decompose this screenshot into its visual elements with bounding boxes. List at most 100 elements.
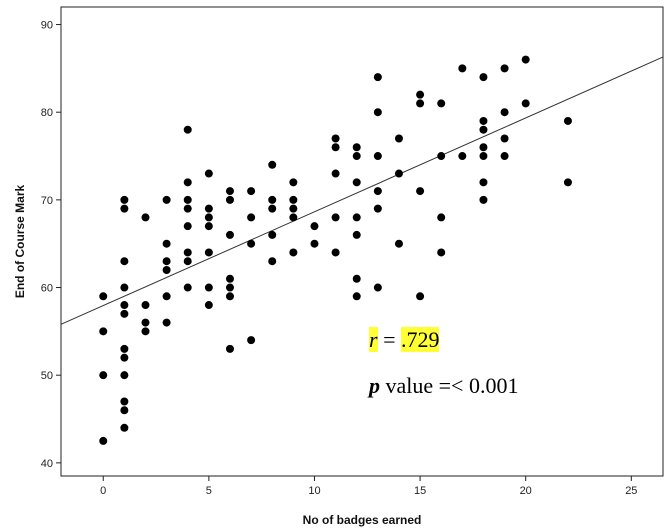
data-point (99, 436, 108, 445)
data-point (162, 292, 171, 301)
data-point (479, 125, 488, 134)
data-point (120, 309, 129, 318)
data-point (394, 169, 403, 178)
p-symbol: p (369, 373, 380, 398)
data-point (437, 248, 446, 257)
data-point (500, 134, 509, 143)
data-point (183, 178, 192, 187)
data-point (141, 327, 150, 336)
x-axis-title: No of badges earned (303, 513, 422, 527)
data-point (331, 248, 340, 257)
data-point (120, 301, 129, 310)
data-point (458, 152, 467, 161)
data-point (394, 134, 403, 143)
fit-line (60, 56, 664, 325)
data-point (416, 99, 425, 108)
y-tick-label: 70 (41, 195, 53, 207)
data-point (458, 64, 467, 73)
axes (56, 6, 664, 481)
data-point (373, 108, 382, 117)
data-point (289, 213, 298, 222)
p-value-text: value =< 0.001 (380, 373, 519, 398)
data-point (183, 248, 192, 257)
r-equals: = (377, 327, 401, 352)
data-point (225, 283, 234, 292)
x-tick-label: 15 (414, 485, 426, 497)
data-point (289, 248, 298, 257)
y-tick-label: 40 (41, 458, 53, 470)
data-point (373, 204, 382, 213)
data-point (204, 204, 213, 213)
y-tick-label: 80 (41, 107, 53, 119)
data-point (331, 143, 340, 152)
x-tick-label: 20 (520, 485, 532, 497)
data-point (479, 152, 488, 161)
data-point (99, 292, 108, 301)
data-point (437, 152, 446, 161)
data-point (225, 274, 234, 283)
x-tick-label: 25 (625, 485, 637, 497)
data-point (162, 195, 171, 204)
data-points (99, 55, 572, 445)
data-point (310, 222, 319, 231)
data-point (373, 73, 382, 82)
data-point (247, 213, 256, 222)
data-point (289, 178, 298, 187)
data-point (120, 204, 129, 213)
data-point (331, 213, 340, 222)
data-point (500, 152, 509, 161)
data-point (204, 248, 213, 257)
data-point (183, 257, 192, 266)
data-point (268, 160, 277, 169)
data-point (225, 195, 234, 204)
data-point (120, 344, 129, 353)
data-point (120, 195, 129, 204)
data-point (500, 64, 509, 73)
data-point (352, 143, 361, 152)
data-point (141, 318, 150, 327)
data-point (352, 152, 361, 161)
data-point (120, 257, 129, 266)
data-point (331, 169, 340, 178)
data-point (352, 178, 361, 187)
data-point (120, 371, 129, 380)
data-point (437, 99, 446, 108)
data-point (289, 195, 298, 204)
data-point (204, 213, 213, 222)
data-point (563, 116, 572, 125)
data-point (352, 230, 361, 239)
data-point (310, 239, 319, 248)
data-point (162, 265, 171, 274)
plot-frame (60, 6, 664, 477)
data-point (479, 195, 488, 204)
data-point (373, 283, 382, 292)
p-value-annotation: p value =< 0.001 (369, 373, 518, 399)
data-point (268, 230, 277, 239)
data-point (394, 239, 403, 248)
data-point (479, 178, 488, 187)
y-tick-label: 50 (41, 370, 53, 382)
data-point (331, 134, 340, 143)
tick-labels: 0 5 10 15 20 25 40 50 60 70 80 90 (41, 20, 638, 497)
y-axis-title: End of Course Mark (13, 185, 27, 299)
data-point (120, 397, 129, 406)
data-point (99, 371, 108, 380)
data-point (99, 327, 108, 336)
data-point (479, 73, 488, 82)
data-point (120, 353, 129, 362)
data-point (141, 213, 150, 222)
data-point (521, 99, 530, 108)
data-point (500, 108, 509, 117)
data-point (289, 204, 298, 213)
data-point (225, 292, 234, 301)
data-point (521, 55, 530, 64)
data-point (247, 187, 256, 196)
data-point (479, 143, 488, 152)
x-tick-label: 0 (100, 485, 106, 497)
data-point (120, 423, 129, 432)
correlation-annotation: r = .729 (369, 327, 440, 353)
data-point (563, 178, 572, 187)
data-point (204, 301, 213, 310)
data-point (437, 213, 446, 222)
